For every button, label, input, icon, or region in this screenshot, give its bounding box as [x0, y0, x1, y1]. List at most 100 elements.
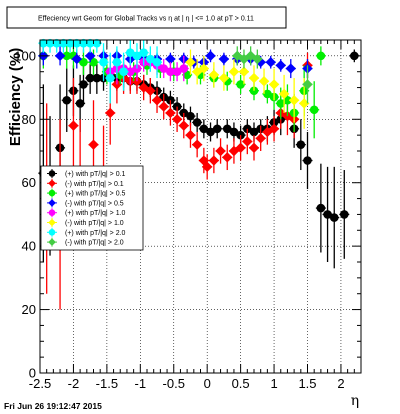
- data-point: [255, 133, 266, 144]
- data-point: [198, 155, 210, 166]
- data-point: [205, 50, 216, 62]
- data-point: [263, 89, 272, 99]
- y-axis-title: Efficiency (%): [7, 48, 24, 146]
- data-point: [89, 57, 98, 67]
- series-group: [38, 38, 163, 104]
- data-point: [185, 129, 196, 141]
- data-point: [172, 67, 182, 77]
- x-tick-label: 0: [204, 376, 211, 391]
- data-point: [288, 95, 300, 106]
- data-point: [198, 63, 210, 74]
- data-point: [191, 139, 203, 150]
- x-tick-label: -1: [135, 376, 147, 391]
- y-tick-label: 80: [22, 112, 36, 127]
- data-point: [171, 114, 183, 125]
- data-point: [85, 38, 95, 48]
- data-point: [79, 38, 88, 48]
- data-point: [62, 95, 72, 105]
- data-point: [222, 152, 233, 163]
- data-point: [252, 53, 263, 65]
- data-point: [236, 80, 245, 89]
- data-point: [232, 50, 243, 62]
- data-point: [105, 73, 115, 83]
- data-point: [71, 53, 82, 65]
- legend-entry-label: (+) with pT/|q| > 2.0: [65, 230, 126, 237]
- data-point: [285, 63, 296, 74]
- data-point: [238, 66, 250, 77]
- x-tick-label: -0.5: [163, 376, 185, 391]
- y-tick-label: 100: [14, 48, 36, 63]
- data-point: [302, 79, 313, 90]
- data-point: [39, 38, 48, 48]
- data-point: [92, 73, 102, 83]
- data-point: [139, 48, 148, 57]
- y-tick-label: 60: [22, 175, 36, 190]
- data-point: [62, 51, 72, 61]
- data-point: [262, 126, 273, 138]
- data-point: [119, 67, 128, 77]
- data-point: [303, 156, 312, 165]
- y-tick-label: 0: [29, 366, 36, 381]
- data-point: [329, 213, 339, 222]
- x-tick-label: 1.5: [298, 376, 316, 391]
- data-point: [218, 72, 230, 84]
- data-point: [228, 66, 240, 77]
- data-point: [255, 57, 266, 68]
- data-point: [248, 142, 260, 154]
- x-tick-label: -1.5: [96, 376, 118, 391]
- data-point: [185, 57, 196, 68]
- y-tick-label: 40: [22, 239, 36, 254]
- data-point: [316, 203, 326, 213]
- series-group: [232, 46, 313, 104]
- y-tick-label: 20: [22, 302, 36, 317]
- data-point: [165, 53, 176, 65]
- data-point: [242, 136, 253, 147]
- data-point: [258, 76, 270, 87]
- data-point: [151, 95, 163, 106]
- legend-entry-label: (-) with pT/|q| > 2.0: [65, 240, 124, 247]
- data-point: [131, 76, 143, 87]
- data-point: [99, 57, 108, 67]
- data-point: [92, 38, 102, 48]
- data-point: [138, 82, 149, 93]
- data-point: [276, 99, 286, 108]
- legend-marker: [48, 179, 56, 188]
- data-point: [72, 38, 82, 48]
- legend: (+) with pT/|q| > 0.1 (-) with pT/|q| > 0…: [40, 165, 144, 251]
- data-point: [145, 85, 156, 96]
- legend-entry-label: (-) with pT/|q| > 0.5: [65, 200, 124, 207]
- data-point: [283, 95, 292, 105]
- x-tick-label: 0.5: [232, 376, 250, 391]
- data-point: [249, 127, 259, 137]
- data-point: [191, 66, 203, 77]
- legend-box: [40, 165, 144, 251]
- data-point: [112, 57, 122, 67]
- legend-marker: [48, 229, 56, 236]
- data-point: [179, 64, 189, 73]
- data-point: [248, 72, 260, 84]
- data-point: [278, 88, 290, 100]
- data-point: [75, 99, 85, 108]
- data-point: [105, 107, 116, 119]
- data-point: [339, 210, 349, 219]
- legend-entry-label: (-) with pT/|q| > 1.0: [65, 220, 124, 227]
- data-point: [88, 139, 99, 150]
- data-point: [222, 124, 232, 134]
- data-point: [45, 38, 55, 48]
- x-tick-label: -2.5: [29, 376, 51, 391]
- chart-title: Effeciency wrt Geom for Global Tracks vs…: [38, 16, 254, 23]
- data-point: [275, 60, 286, 71]
- title-box: [6, 6, 287, 29]
- data-point: [158, 101, 169, 112]
- data-point: [215, 145, 226, 157]
- legend-marker: [48, 209, 56, 216]
- data-point: [192, 118, 202, 127]
- x-tick-label: 1: [270, 376, 277, 391]
- data-point: [245, 50, 256, 62]
- data-point: [296, 140, 306, 149]
- data-point: [132, 51, 142, 61]
- data-point: [268, 79, 280, 90]
- data-point: [59, 38, 68, 48]
- legend-entry-label: (-) with pT/|q| > 0.1: [65, 181, 124, 188]
